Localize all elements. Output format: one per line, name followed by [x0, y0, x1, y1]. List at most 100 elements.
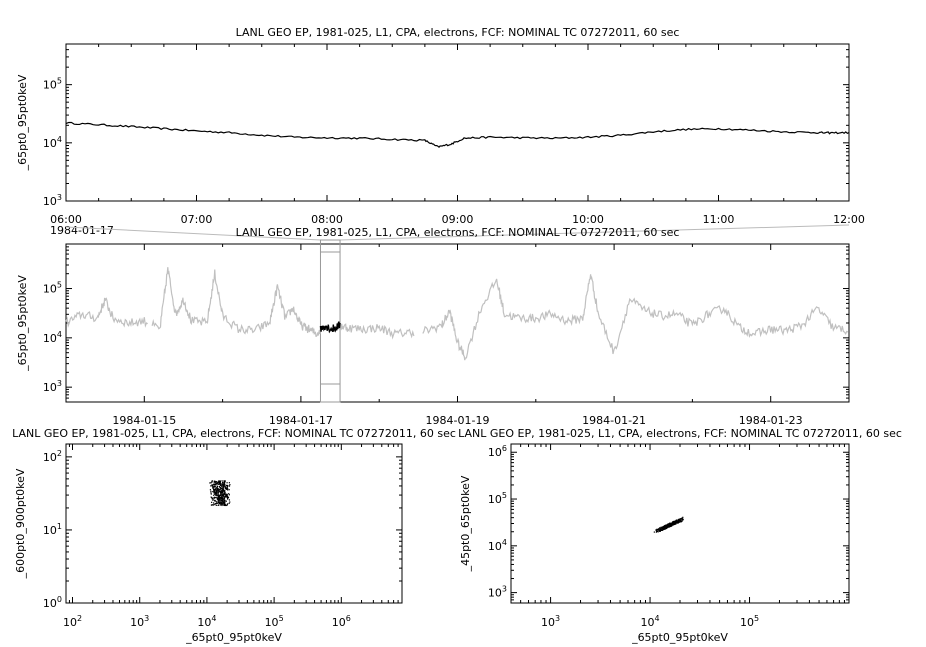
scatter-point: [226, 488, 228, 490]
plot-frame: [65, 43, 850, 202]
scatter-point: [211, 480, 214, 482]
scatter-point: [682, 518, 684, 521]
scatter-point: [226, 493, 228, 495]
scatter-point: [221, 495, 223, 497]
scatter-point: [209, 489, 212, 491]
scatter-point: [217, 502, 220, 504]
scatter-point: [222, 481, 224, 483]
scatter-point: [216, 486, 218, 489]
scatter-point: [222, 483, 224, 485]
scatter-point: [214, 480, 216, 482]
scatter-point: [210, 482, 212, 484]
x-tick-label: 09:00: [442, 213, 474, 226]
scatter-45-xtick-label: 105: [740, 614, 759, 629]
chart-title: LANL GEO EP, 1981-025, L1, CPA, electron…: [236, 226, 680, 239]
scatter-point: [220, 502, 222, 504]
scatter-point: [227, 496, 230, 499]
scatter-point: [218, 485, 221, 488]
scatter-point: [213, 481, 215, 483]
scatter-point: [223, 485, 225, 487]
highlight-box: [319, 239, 341, 403]
scatter-point: [211, 481, 213, 483]
scatter-point: [212, 491, 214, 493]
scatter-point: [213, 488, 216, 490]
chart-title: LANL GEO EP, 1981-025, L1, CPA, electron…: [458, 427, 902, 440]
scatter-point: [217, 489, 219, 491]
scatter-point: [678, 519, 680, 521]
scatter-point: [672, 522, 674, 525]
scatter-point: [224, 490, 226, 493]
scatter-point: [225, 484, 228, 487]
scatter-point: [218, 494, 220, 496]
scatter-point: [226, 486, 229, 488]
scatter-point: [667, 524, 669, 526]
scatter-point: [217, 482, 219, 484]
scatter-point: [212, 488, 215, 490]
scatter-point: [224, 496, 226, 498]
scatter-point: [221, 494, 223, 496]
scatter-point: [219, 481, 221, 483]
scatter-point: [661, 526, 663, 529]
scatter-point: [226, 496, 228, 499]
scatter-point: [212, 504, 215, 506]
scatter-point: [223, 493, 225, 495]
scatter-point: [216, 501, 218, 503]
scatter-point: [211, 497, 213, 499]
scatter-point: [222, 480, 224, 482]
scatter-point: [215, 480, 217, 483]
scatter-point: [226, 487, 228, 490]
scatter-point: [213, 496, 215, 499]
timeseries-zoom-ytick-label: 104: [43, 135, 62, 150]
scatter-point: [211, 504, 213, 506]
scatter-point: [224, 500, 226, 502]
scatter-point: [218, 480, 220, 482]
scatter-point: [217, 493, 219, 495]
scatter-45-panel: LANL GEO EP, 1981-025, L1, CPA, electron…: [458, 427, 902, 644]
context-line: [422, 274, 849, 361]
scatter-point: [664, 526, 666, 528]
scatter-600-xtick-label: 106: [332, 614, 351, 629]
scatter-45-ytick-label: 105: [488, 491, 507, 506]
chart-title: LANL GEO EP, 1981-025, L1, CPA, electron…: [236, 26, 680, 39]
scatter-point: [659, 529, 661, 531]
scatter-point: [218, 482, 220, 484]
plot-frame: [65, 443, 403, 604]
scatter-point: [660, 526, 662, 528]
scatter-point: [217, 481, 220, 483]
scatter-600-ytick-label: 101: [43, 522, 62, 537]
scatter-point: [213, 491, 215, 493]
scatter-point: [220, 490, 222, 492]
scatter-point: [221, 496, 223, 498]
scatter-point: [673, 522, 675, 524]
scatter-point: [219, 489, 221, 491]
scatter-point: [675, 521, 677, 524]
scatter-point: [213, 503, 215, 506]
scatter-point: [655, 529, 657, 531]
scatter-point: [227, 489, 229, 491]
scatter-point: [221, 486, 224, 488]
y-axis-label: _45pt0_65pt0keV: [459, 475, 472, 572]
scatter-point: [669, 524, 671, 526]
scatter-point: [226, 498, 229, 500]
scatter-point: [218, 498, 220, 500]
scatter-point: [216, 498, 218, 500]
x-axis-label: _65pt0_95pt0keV: [631, 631, 728, 644]
scatter-point: [221, 504, 223, 507]
scatter-point: [224, 504, 226, 506]
scatter-point: [223, 483, 225, 486]
scatter-point: [225, 500, 227, 502]
scatter-point: [220, 482, 222, 485]
scatter-point: [668, 523, 670, 525]
scatter-point: [215, 493, 217, 495]
scatter-point: [215, 496, 217, 499]
scatter-45-ytick-label: 103: [488, 585, 507, 600]
highlight-line: [319, 321, 341, 334]
timeseries-overview-ytick-label: 103: [43, 379, 62, 394]
scatter-point: [220, 480, 222, 482]
scatter-point: [216, 489, 218, 491]
scatter-point: [228, 494, 230, 496]
scatter-point: [220, 502, 222, 505]
scatter-point: [218, 503, 220, 505]
scatter-point: [677, 521, 679, 523]
